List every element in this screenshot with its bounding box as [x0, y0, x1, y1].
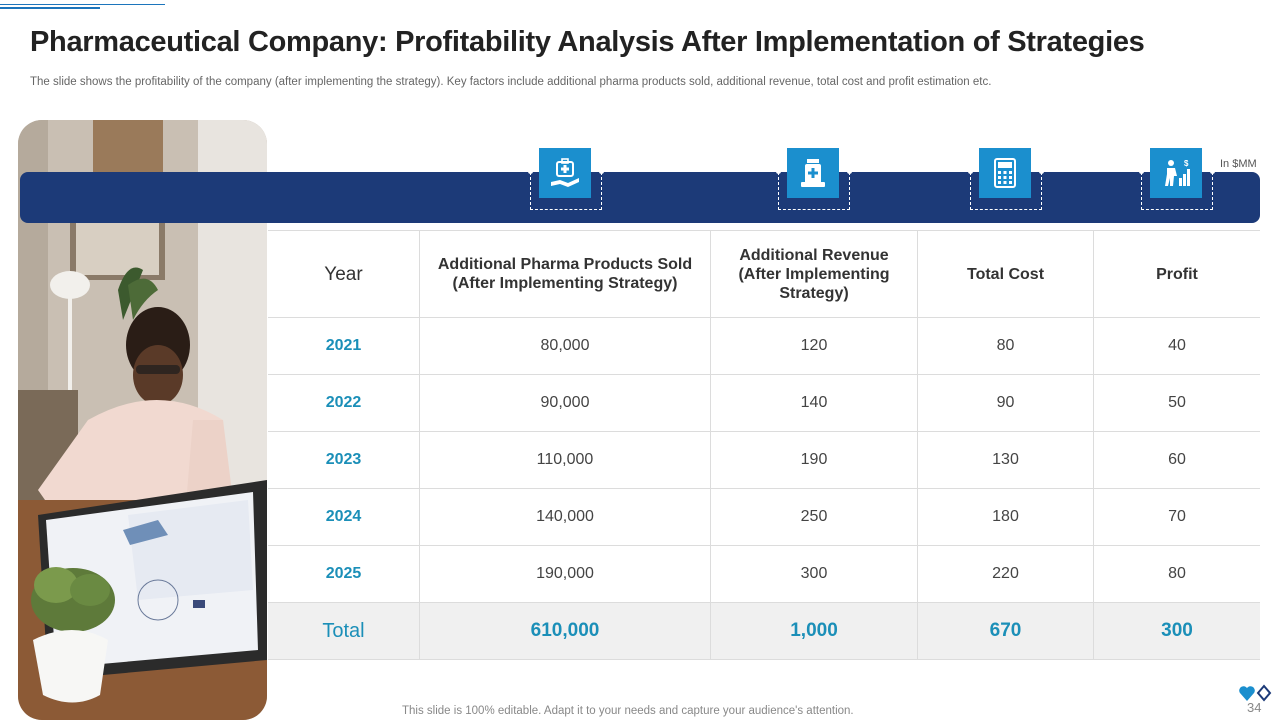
profit-cell: 60 [1168, 451, 1186, 468]
brand-logo-icon [1238, 684, 1274, 704]
products-sold-cell: 90,000 [420, 375, 711, 431]
icon-frame-4 [1139, 169, 1215, 210]
header-profit: Profit [1156, 265, 1198, 283]
total-label: Total [268, 603, 420, 659]
footer-note: This slide is 100% editable. Adapt it to… [402, 705, 854, 717]
total-cost-cell: 90 [918, 375, 1094, 431]
header-year: Year [268, 231, 420, 317]
revenue-cell: 250 [711, 489, 918, 545]
profit-growth-icon: $ [1150, 148, 1202, 198]
profit-cell: 40 [1168, 337, 1186, 354]
table-row: 2025 190,000 300 220 80 [268, 546, 1260, 603]
products-sold-cell: 110,000 [420, 432, 711, 488]
header-additional-revenue: Additional Revenue (After Implementing S… [711, 231, 918, 317]
revenue-cell: 140 [711, 375, 918, 431]
medical-kit-icon [539, 148, 591, 198]
total-products-sold: 610,000 [420, 603, 711, 659]
year-cell: 2025 [268, 546, 420, 602]
total-cost-cell: 220 [918, 546, 1094, 602]
slide-title: Pharmaceutical Company: Profitability An… [30, 26, 1145, 58]
total-cost-cell: 80 [918, 318, 1094, 374]
icon-frame-1 [528, 169, 604, 210]
unit-label: In $MM [1220, 158, 1257, 170]
total-cost-cell: 130 [918, 432, 1094, 488]
year-cell: 2023 [268, 432, 420, 488]
revenue-cell: 300 [711, 546, 918, 602]
medicine-bottle-icon [787, 148, 839, 198]
icon-frame-2 [776, 169, 852, 210]
header-band [20, 172, 1260, 223]
profit-cell: 50 [1168, 394, 1186, 411]
icon-frame-3 [968, 169, 1044, 210]
products-sold-cell: 80,000 [420, 318, 711, 374]
table-header-row: Year Additional Pharma Products Sold (Af… [268, 230, 1260, 318]
header-total-cost: Total Cost [918, 231, 1094, 317]
table-row: 2022 90,000 140 90 50 [268, 375, 1260, 432]
table-row: 2023 110,000 190 130 60 [268, 432, 1260, 489]
table-total-row: Total 610,000 1,000 670 300 [268, 603, 1260, 660]
slide-subtitle: The slide shows the profitability of the… [30, 76, 992, 88]
table-row: 2024 140,000 250 180 70 [268, 489, 1260, 546]
revenue-cell: 190 [711, 432, 918, 488]
total-cost-cell: 180 [918, 489, 1094, 545]
total-profit: 300 [1161, 620, 1193, 641]
page-number: 34 [1247, 700, 1262, 715]
products-sold-cell: 140,000 [420, 489, 711, 545]
header-products-sold: Additional Pharma Products Sold (After I… [420, 231, 711, 317]
calculator-icon [979, 148, 1031, 198]
profit-cell: 80 [1168, 565, 1186, 582]
profit-cell: 70 [1168, 508, 1186, 525]
products-sold-cell: 190,000 [420, 546, 711, 602]
year-cell: 2024 [268, 489, 420, 545]
total-revenue: 1,000 [711, 603, 918, 659]
svg-text:$: $ [1184, 159, 1189, 168]
profitability-table: Year Additional Pharma Products Sold (Af… [268, 230, 1260, 660]
top-accent-lines [0, 0, 165, 9]
table-row: 2021 80,000 120 80 40 [268, 318, 1260, 375]
year-cell: 2022 [268, 375, 420, 431]
year-cell: 2021 [268, 318, 420, 374]
total-cost: 670 [918, 603, 1094, 659]
revenue-cell: 120 [711, 318, 918, 374]
